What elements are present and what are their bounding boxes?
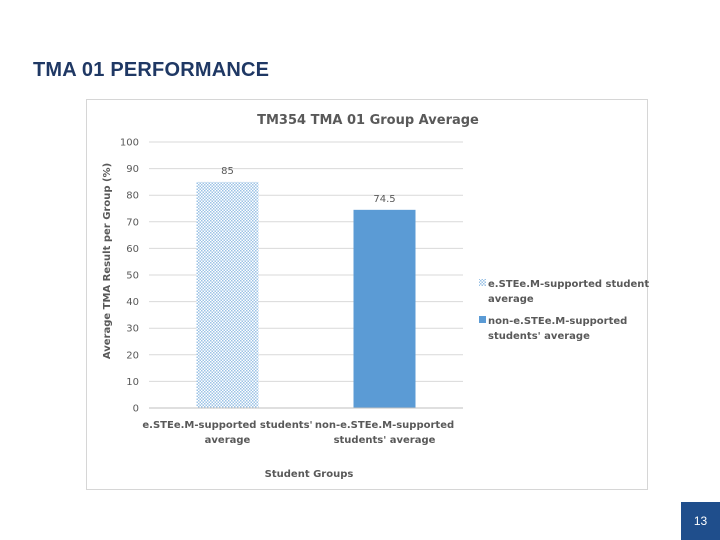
data-label: 85 <box>221 166 234 177</box>
y-tick-label: 50 <box>126 271 139 282</box>
slide-title: TMA 01 PERFORMANCE <box>33 59 270 81</box>
data-label: 74.5 <box>373 194 395 205</box>
y-tick-label: 40 <box>126 297 139 308</box>
legend: e.STEe.M-supported students' average non-e… <box>479 279 649 342</box>
page-number: 13 <box>693 514 708 528</box>
legend-swatch <box>479 279 486 286</box>
y-tick-label: 30 <box>126 324 139 335</box>
y-tick-label: 100 <box>120 138 139 149</box>
page-number-badge: 13 <box>681 502 720 540</box>
y-axis-label: Average TMA Result per Group (%) <box>102 163 113 359</box>
legend-label: students' average <box>488 331 590 342</box>
chart-title: TM354 TMA 01 Group Average <box>257 113 479 128</box>
x-tick-label: students' average <box>334 435 436 446</box>
legend-label: e.STEe.M-supported students' <box>488 279 649 290</box>
bar-1 <box>196 181 259 408</box>
x-tick-label: non-e.STEe.M-supported <box>315 420 454 431</box>
y-tick-label: 70 <box>126 217 139 228</box>
y-tick-label: 0 <box>133 404 139 415</box>
y-tick-label: 10 <box>126 377 139 388</box>
bar-chart: TM354 TMA 01 Group Average 0 10 20 30 40 50 60… <box>102 113 649 480</box>
y-tick-label: 60 <box>126 244 139 255</box>
x-axis-label: Student Groups <box>265 469 354 480</box>
y-tick-label: 90 <box>126 164 139 175</box>
x-tick-label: average <box>205 435 251 446</box>
y-tick-label: 80 <box>126 191 139 202</box>
legend-swatch <box>479 316 486 323</box>
legend-label: average <box>488 294 534 305</box>
bar-2 <box>353 209 416 408</box>
legend-label: non-e.STEe.M-supported <box>488 316 627 327</box>
y-tick-label: 20 <box>126 350 139 361</box>
chart-frame: TM354 TMA 01 Group Average 0 10 20 30 40 50 60… <box>86 99 649 490</box>
x-tick-label: e.STEe.M-supported students' <box>142 420 312 431</box>
